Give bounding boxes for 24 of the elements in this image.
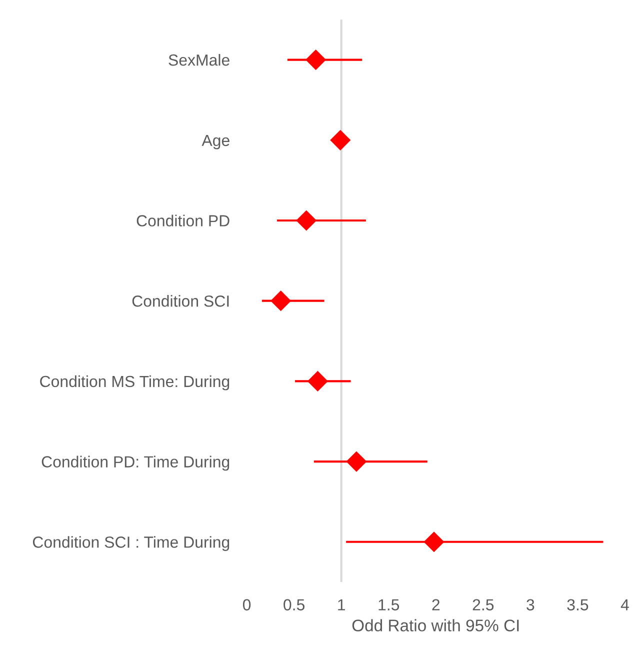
x-tick-label: 0.5: [284, 599, 304, 610]
x-tick-label: 3: [526, 599, 534, 610]
x-tick-label: 2: [432, 599, 440, 610]
y-tick-label: Condition MS Time: During: [40, 375, 230, 390]
x-tick-label: 4: [620, 599, 629, 610]
x-tick-label: 1: [338, 599, 345, 610]
x-tick-label: 0: [242, 599, 251, 610]
y-tick-label: Age: [202, 134, 230, 150]
point: [307, 370, 328, 392]
point: [346, 451, 367, 472]
y-tick-label: Condition PD: [136, 214, 230, 226]
x-tick-label: 3.5: [567, 599, 588, 610]
x-tick-label: 2.5: [472, 599, 494, 610]
y-tick-label: Condition PD: Time During: [42, 456, 230, 471]
x-axis-title: Odd Ratio with 95% CI: [352, 619, 519, 632]
point: [306, 49, 326, 70]
point: [270, 290, 292, 312]
y-tick-label: Condition SCI : Time During: [32, 536, 230, 551]
y-tick-label: SexMale: [168, 54, 230, 66]
point: [424, 532, 444, 552]
point: [330, 130, 351, 150]
point: [296, 210, 317, 231]
y-tick-label: Condition SCI: [132, 295, 229, 307]
x-tick-label: 1.5: [378, 599, 400, 610]
